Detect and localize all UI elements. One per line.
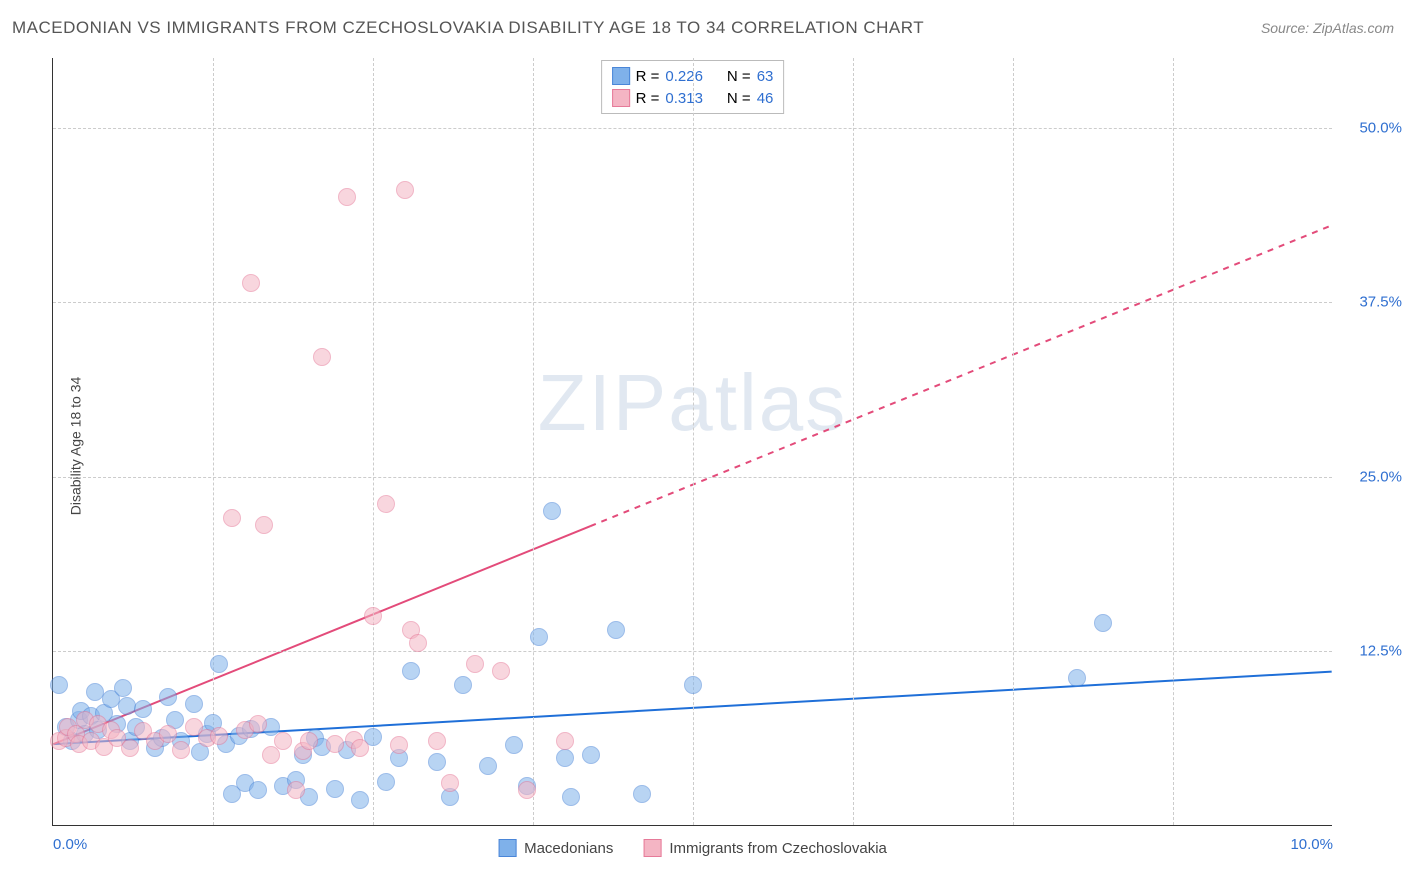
scatter-point — [454, 676, 472, 694]
scatter-point — [242, 274, 260, 292]
legend-swatch — [643, 839, 661, 857]
legend-series-name: Macedonians — [524, 840, 613, 857]
scatter-point — [530, 628, 548, 646]
legend-series-name: Immigrants from Czechoslovakia — [669, 840, 887, 857]
scatter-chart: ZIPatlas R = 0.226 N = 63 R = 0.313 N = … — [52, 58, 1332, 826]
gridline-v — [853, 58, 854, 825]
legend-swatch — [612, 89, 630, 107]
y-tick-label: 25.0% — [1359, 468, 1402, 485]
scatter-point — [684, 676, 702, 694]
scatter-point — [556, 749, 574, 767]
scatter-point — [50, 676, 68, 694]
legend-r-value: 0.313 — [665, 90, 703, 107]
scatter-point — [390, 736, 408, 754]
scatter-point — [300, 732, 318, 750]
scatter-point — [262, 746, 280, 764]
gridline-v — [533, 58, 534, 825]
chart-title: MACEDONIAN VS IMMIGRANTS FROM CZECHOSLOV… — [12, 18, 924, 38]
scatter-point — [562, 788, 580, 806]
legend-n-value: 63 — [757, 68, 774, 85]
scatter-point — [441, 774, 459, 792]
scatter-point — [159, 688, 177, 706]
y-tick-label: 12.5% — [1359, 643, 1402, 660]
legend-item: Immigrants from Czechoslovakia — [643, 839, 887, 857]
scatter-point — [326, 780, 344, 798]
scatter-point — [556, 732, 574, 750]
scatter-point — [633, 785, 651, 803]
legend-swatch — [612, 67, 630, 85]
scatter-point — [338, 188, 356, 206]
scatter-point — [210, 655, 228, 673]
gridline-v — [1173, 58, 1174, 825]
legend-r-label: R = — [636, 68, 660, 85]
scatter-point — [466, 655, 484, 673]
scatter-point — [121, 739, 139, 757]
gridline-v — [213, 58, 214, 825]
scatter-point — [396, 181, 414, 199]
scatter-point — [505, 736, 523, 754]
series-legend: Macedonians Immigrants from Czechoslovak… — [498, 839, 887, 857]
y-tick-label: 50.0% — [1359, 119, 1402, 136]
scatter-point — [210, 727, 228, 745]
scatter-point — [364, 607, 382, 625]
scatter-point — [492, 662, 510, 680]
scatter-point — [479, 757, 497, 775]
trend-line-dashed — [590, 225, 1331, 526]
scatter-point — [274, 732, 292, 750]
scatter-point — [351, 791, 369, 809]
legend-n-value: 46 — [757, 90, 774, 107]
legend-r-value: 0.226 — [665, 68, 703, 85]
scatter-point — [114, 679, 132, 697]
legend-swatch — [498, 839, 516, 857]
scatter-point — [1068, 669, 1086, 687]
scatter-point — [607, 621, 625, 639]
gridline-v — [693, 58, 694, 825]
scatter-point — [409, 634, 427, 652]
scatter-point — [518, 781, 536, 799]
scatter-point — [223, 509, 241, 527]
legend-n-label: N = — [727, 68, 751, 85]
scatter-point — [377, 773, 395, 791]
scatter-point — [1094, 614, 1112, 632]
scatter-point — [582, 746, 600, 764]
legend-r-label: R = — [636, 90, 660, 107]
legend-item: Macedonians — [498, 839, 613, 857]
scatter-point — [428, 753, 446, 771]
gridline-v — [1013, 58, 1014, 825]
scatter-point — [134, 700, 152, 718]
scatter-point — [351, 739, 369, 757]
scatter-point — [185, 695, 203, 713]
scatter-point — [543, 502, 561, 520]
x-tick-label: 0.0% — [53, 836, 87, 853]
scatter-point — [249, 781, 267, 799]
scatter-point — [402, 662, 420, 680]
scatter-point — [249, 715, 267, 733]
source-attribution: Source: ZipAtlas.com — [1261, 20, 1394, 36]
scatter-point — [172, 741, 190, 759]
scatter-point — [313, 348, 331, 366]
scatter-point — [326, 735, 344, 753]
x-tick-label: 10.0% — [1290, 836, 1333, 853]
legend-n-label: N = — [727, 90, 751, 107]
y-tick-label: 37.5% — [1359, 294, 1402, 311]
scatter-point — [287, 781, 305, 799]
scatter-point — [428, 732, 446, 750]
scatter-point — [377, 495, 395, 513]
scatter-point — [159, 725, 177, 743]
gridline-v — [373, 58, 374, 825]
scatter-point — [255, 516, 273, 534]
